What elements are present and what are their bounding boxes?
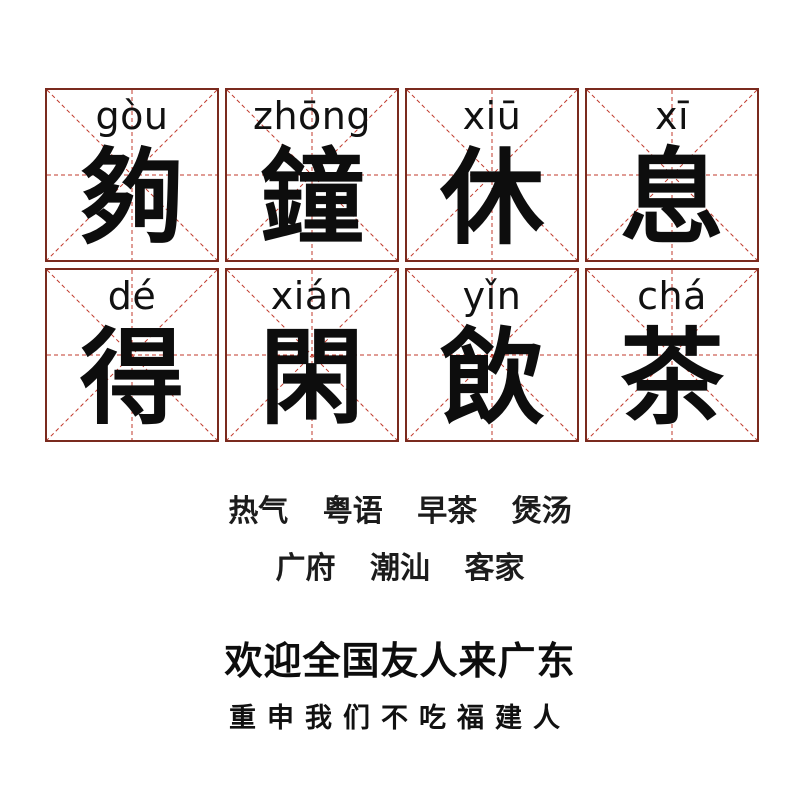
culture-tags-row-1: 热气 粤语 早茶 煲汤 [0,486,800,530]
pinyin-label: xián [270,274,354,318]
culture-tag: 广府 [275,551,336,586]
tian-zi-guide-lines [407,90,577,260]
character-cell: chá 茶 [585,268,759,442]
welcome-slogan: 欢迎全国友人来广东 [224,639,576,683]
pinyin-label: chá [637,274,707,318]
pinyin-label: xī [654,94,690,138]
pinyin-label: xiū [462,94,522,138]
character-cell: zhōng 鐘 [225,88,399,262]
tian-zi-guide-lines [47,270,217,440]
culture-tag: 粤语 [322,494,383,529]
hanzi-character: 茶 [619,317,724,439]
character-cell: dé 得 [45,268,219,442]
hanzi-character: 休 [439,137,544,259]
character-cell: xiū 休 [405,88,579,262]
culture-tag: 客家 [464,551,525,586]
reassurance-slogan: 重申我们不吃福建人 [229,703,571,734]
culture-tag: 热气 [228,494,289,529]
tian-zi-guide-lines [587,270,757,440]
culture-tag: 潮汕 [370,551,430,586]
tian-zi-guide-lines [587,90,757,260]
tian-zi-guide-lines [47,90,217,260]
hanzi-character: 夠 [79,137,184,259]
culture-tag: 煲汤 [511,494,572,529]
character-cell: gòu 夠 [45,88,219,262]
pinyin-label: yǐn [462,274,522,318]
pinyin-label: gòu [95,94,169,138]
character-cell: yǐn 飲 [405,268,579,442]
tian-zi-guide-lines [227,90,397,260]
tian-zi-guide-lines [227,270,397,440]
hanzi-character: 得 [79,317,184,439]
hanzi-character: 閑 [259,317,364,439]
tian-zi-guide-lines [407,270,577,440]
pinyin-label: dé [107,274,157,318]
hanzi-character: 息 [619,137,724,259]
character-grid: gòu 夠 zhōng 鐘 xiū 休 xī 息 [45,88,759,442]
culture-tags-row-2: 广府 潮汕 客家 [0,543,800,587]
character-cell: xī 息 [585,88,759,262]
hanzi-character: 飲 [439,317,544,439]
culture-tag: 早茶 [417,494,478,529]
pinyin-label: zhōng [253,94,371,138]
hanzi-character: 鐘 [259,137,364,259]
character-cell: xián 閑 [225,268,399,442]
